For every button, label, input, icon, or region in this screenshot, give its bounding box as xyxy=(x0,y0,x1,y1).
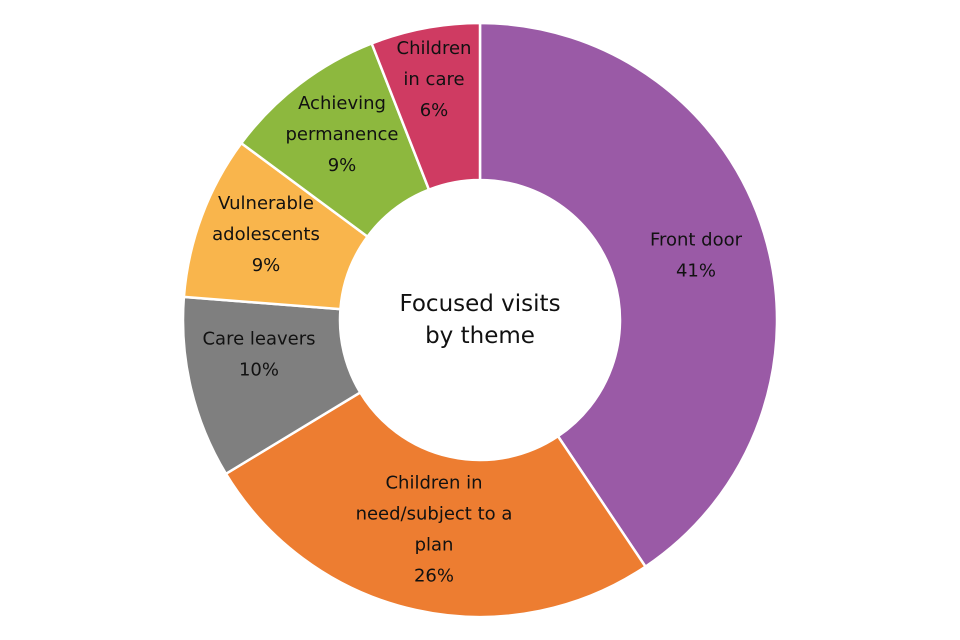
donut-slice xyxy=(224,390,648,619)
value-label: 9% xyxy=(328,155,357,176)
slice-label: Front door xyxy=(650,230,743,251)
slice-label: Achieving permanence xyxy=(285,93,398,145)
value-label: 26% xyxy=(414,566,454,587)
value-label: 6% xyxy=(420,100,449,121)
chart-title: Focused visits by theme xyxy=(399,291,560,349)
value-label: 9% xyxy=(252,255,281,276)
slice-label: Children in need/subject to a plan xyxy=(356,473,513,556)
slice-label: Children in care xyxy=(397,38,472,90)
donut-slice xyxy=(478,21,779,569)
labels: Front door 41% Children in need/subject to … xyxy=(202,38,742,587)
donut-slice xyxy=(370,21,482,192)
slices xyxy=(181,21,779,619)
value-label: 41% xyxy=(676,261,716,282)
value-label: 10% xyxy=(239,360,279,381)
slice-label: Care leavers xyxy=(202,329,315,350)
slice-label: Vulnerable adolescents xyxy=(212,193,320,245)
